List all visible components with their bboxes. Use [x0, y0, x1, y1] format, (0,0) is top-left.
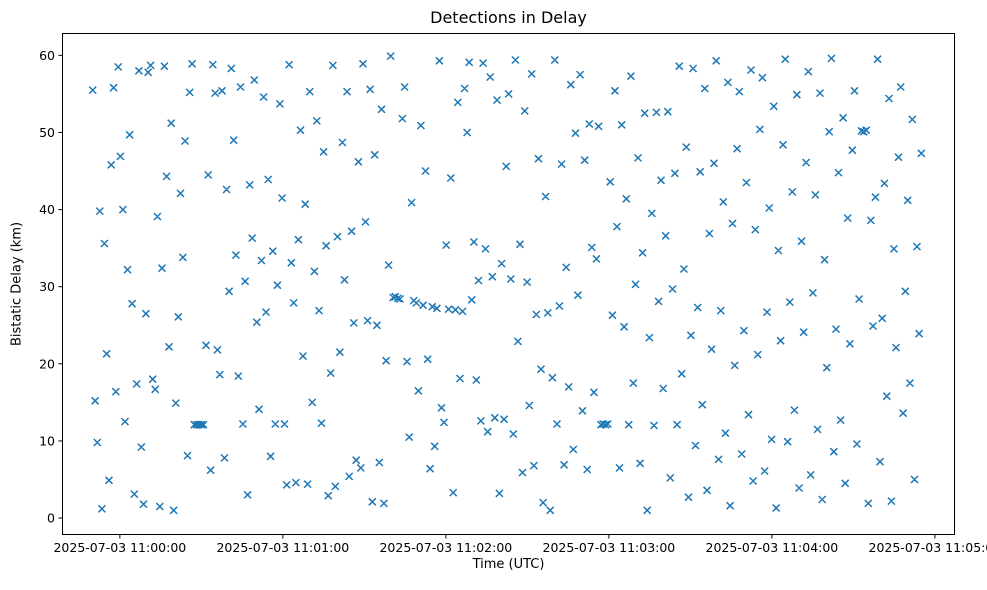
y-tick-label: 30	[39, 279, 55, 294]
x-tick-label: 2025-07-03 11:02:00	[379, 540, 512, 555]
x-tick-label: 2025-07-03 11:04:00	[706, 540, 839, 555]
x-tick-label: 2025-07-03 11:05:00	[869, 540, 987, 555]
y-axis-ticks: 0 10 20 30 40 50 60	[39, 48, 62, 526]
y-tick-label: 40	[39, 202, 55, 217]
y-tick-label: 10	[39, 433, 55, 448]
y-tick-label: 60	[39, 48, 55, 63]
y-tick-label: 0	[47, 511, 55, 526]
scatter-points	[88, 52, 926, 515]
x-tick-label: 2025-07-03 11:00:00	[53, 540, 186, 555]
y-tick-label: 50	[39, 125, 55, 140]
x-tick-label: 2025-07-03 11:03:00	[543, 540, 676, 555]
y-tick-label: 20	[39, 356, 55, 371]
chart-title: Detections in Delay	[430, 8, 587, 27]
x-tick-label: 2025-07-03 11:01:00	[216, 540, 349, 555]
axes-spines	[62, 33, 955, 535]
x-axis-label: Time (UTC)	[472, 557, 545, 572]
x-axis-ticks: 2025-07-03 11:00:00 2025-07-03 11:01:00 20…	[53, 535, 987, 555]
